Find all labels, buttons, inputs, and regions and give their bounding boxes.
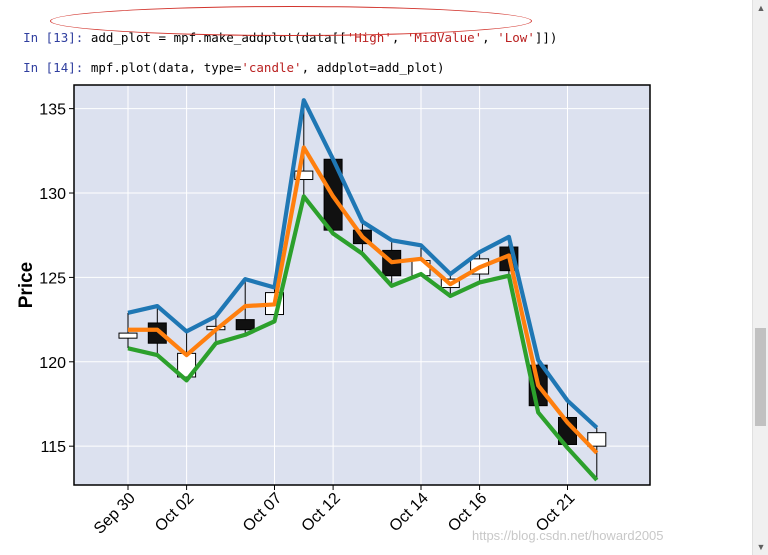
code-token: , [391, 30, 407, 45]
code-token: , addplot=add_plot) [301, 60, 445, 75]
code-token: 'MidValue' [406, 30, 483, 45]
scroll-up-arrow-icon[interactable]: ▲ [756, 3, 766, 13]
y-tick-label: 120 [39, 355, 66, 372]
candle-body [294, 170, 314, 181]
scroll-down-arrow-icon[interactable]: ▼ [756, 542, 766, 552]
series-line-high [127, 98, 599, 430]
y-tick-label: 130 [39, 186, 66, 203]
code-token: 'Low' [497, 30, 535, 45]
x-tick-label: Oct 14 [386, 490, 431, 535]
code-token: type [203, 60, 234, 75]
highlight-ellipse [50, 6, 532, 36]
x-tick-label: Sep 30 [91, 490, 139, 538]
candle-body [235, 319, 255, 331]
y-axis-label: Price [16, 262, 37, 308]
series-line-mid [128, 145, 599, 455]
cell-prompt: In [13]: [23, 30, 84, 45]
y-tick-label: 135 [39, 102, 66, 119]
candle-body [587, 432, 607, 447]
scroll-thumb[interactable] [755, 328, 766, 426]
code-token: ]]) [534, 30, 558, 45]
cell-prompt: In [14]: [23, 60, 84, 75]
plot-frame [73, 84, 651, 486]
y-tick-label: 125 [39, 270, 66, 287]
candlestick-chart: 115 120 125 130 135 Sep 30 Oct 02 Oct 07 Oct 12 O… [16, 84, 651, 538]
y-tick-label: 115 [40, 439, 66, 456]
x-tick-label: Oct 12 [299, 490, 344, 535]
code-token: , [482, 30, 498, 45]
plot-area [74, 85, 650, 485]
code-token: mpf.plot(data, [90, 60, 204, 75]
code-token: = [233, 60, 242, 75]
x-tick-label: Oct 02 [152, 490, 197, 535]
x-tick-label: Oct 07 [240, 490, 285, 535]
series-line-low [127, 194, 599, 482]
candle-body [118, 332, 138, 339]
vertical-scrollbar[interactable]: ▲ ▼ [752, 0, 768, 555]
watermark: https://blog.csdn.net/howard2005 [472, 528, 664, 543]
code-cell-14[interactable]: In [14]: mpf.plot(data, type='candle', a… [8, 44, 445, 76]
code-line: mpf.plot(data, type='candle', addplot=ad… [83, 60, 445, 75]
code-token: 'candle' [241, 60, 302, 75]
